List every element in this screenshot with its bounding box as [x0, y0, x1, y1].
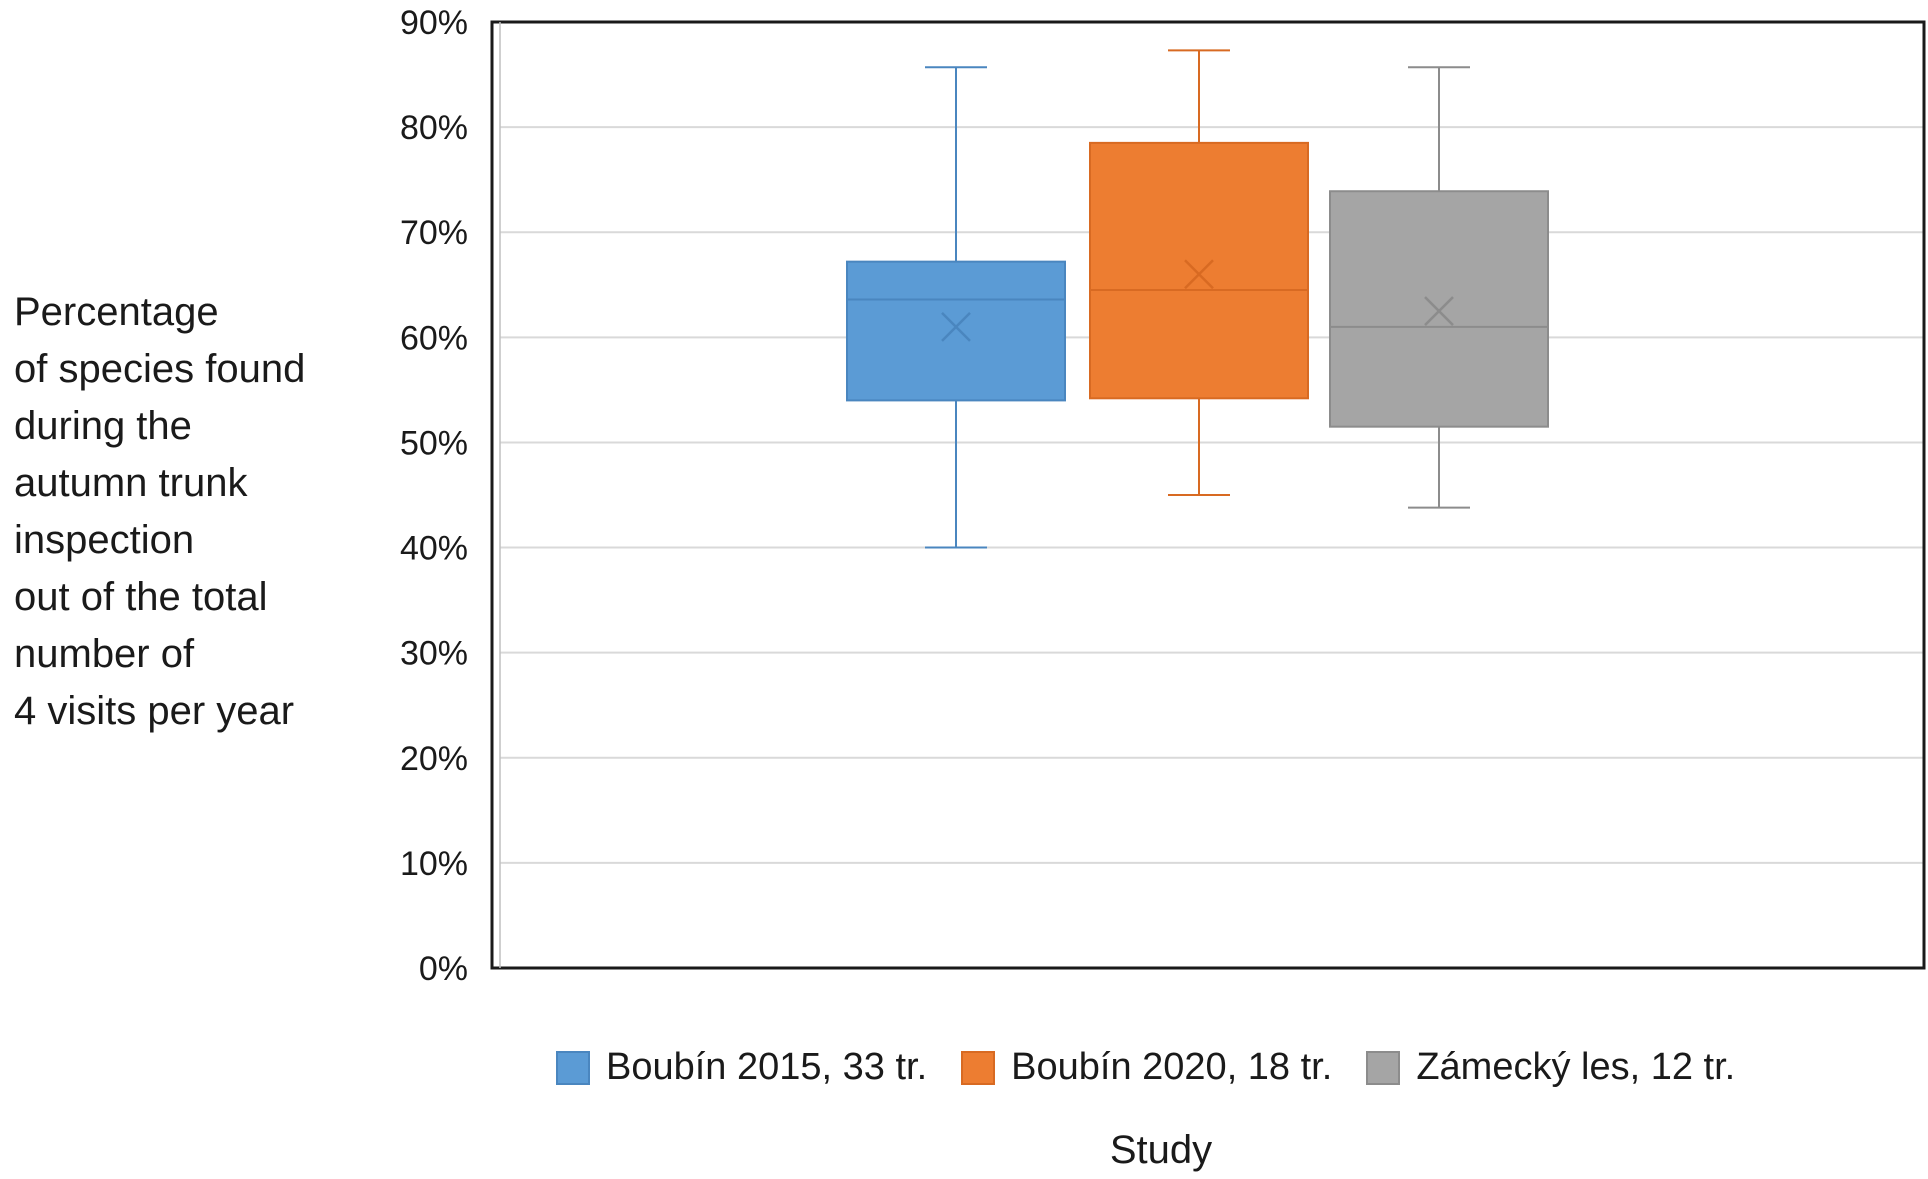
y-axis-label-line: 4 visits per year — [14, 689, 295, 733]
legend-label: Zámecký les, 12 tr. — [1416, 1046, 1736, 1088]
box — [846, 260, 1066, 402]
mean-marker — [1184, 259, 1214, 290]
mean-marker — [941, 311, 971, 342]
y-tick-label: 30% — [400, 635, 468, 673]
y-tick-label: 40% — [400, 530, 468, 568]
legend-item-boubin-2015: Boubín 2015, 33 tr. — [556, 1046, 927, 1089]
plot-frame — [490, 20, 1926, 970]
y-tick-label: 90% — [400, 4, 468, 42]
y-axis-label-line: autumn trunk — [14, 461, 248, 505]
box — [1329, 190, 1549, 428]
y-tick-label: 60% — [400, 319, 468, 357]
mean-marker — [1424, 296, 1454, 326]
y-axis-label-line: Percentage — [14, 290, 219, 334]
y-axis-label: Percentage of species found during the a… — [14, 284, 344, 740]
y-axis-label-line: number of — [14, 632, 195, 676]
legend-swatch-boubin-2015 — [556, 1050, 590, 1085]
y-tick-label: 20% — [400, 740, 468, 778]
legend-label: Boubín 2015, 33 tr. — [606, 1046, 928, 1088]
legend: Boubín 2015, 33 tr. Boubín 2020, 18 tr. … — [556, 1046, 1769, 1089]
y-axis-label-line: out of the total — [14, 575, 268, 619]
x-axis-label: Study — [1109, 1128, 1213, 1172]
y-axis-label-line: of species found — [14, 347, 306, 391]
y-axis-label-line: inspection — [14, 518, 195, 562]
legend-item-zamecky-les: Zámecký les, 12 tr. — [1366, 1046, 1735, 1089]
y-tick-label: 70% — [400, 214, 468, 252]
y-tick-label: 0% — [419, 950, 468, 988]
legend-label: Boubín 2020, 18 tr. — [1011, 1046, 1333, 1088]
y-axis-label-line: during the — [14, 404, 192, 448]
box-plot: 0% 10% 20% 30% 40% 50% 60% 70% 80% 90% — [400, 4, 1926, 988]
legend-swatch-boubin-2020 — [961, 1050, 996, 1085]
y-tick-label: 50% — [400, 424, 468, 462]
y-tick-label: 10% — [400, 845, 468, 883]
y-tick-label: 80% — [400, 109, 468, 147]
legend-item-boubin-2020: Boubín 2020, 18 tr. — [961, 1046, 1332, 1089]
box — [1089, 141, 1309, 400]
legend-swatch-zamecky-les — [1366, 1050, 1401, 1085]
